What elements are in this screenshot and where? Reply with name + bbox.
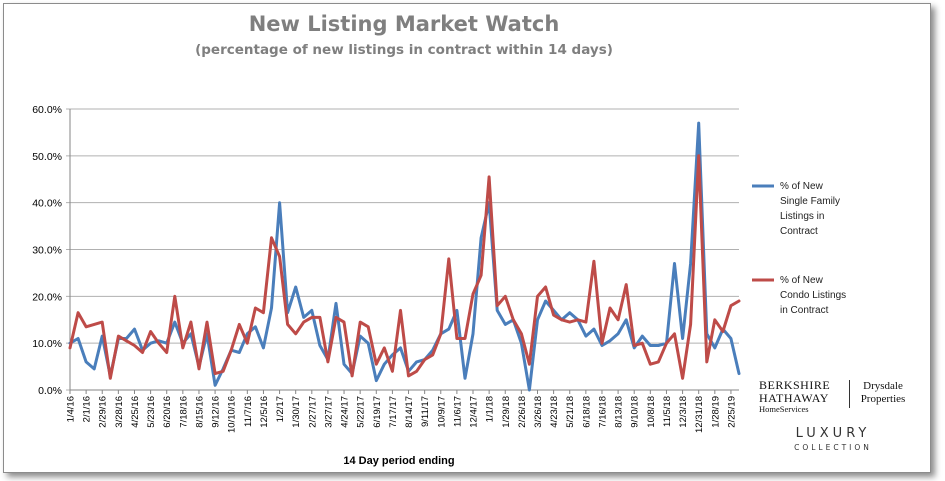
y-tick-label: 40.0%: [32, 198, 62, 210]
line-chart: 0.0% 10.0% 20.0% 30.0% 40.0% 50.0% 60.0% 1/4/1…: [32, 104, 846, 467]
series-line-2: [68, 154, 741, 380]
x-tick-label: 9/10/18: [630, 396, 641, 428]
y-tick-label: 0.0%: [38, 385, 62, 397]
legend-label-1: Single Family: [780, 196, 840, 207]
chart-title: New Listing Market Watch: [248, 12, 560, 36]
brand-line-1: BERKSHIRE: [759, 378, 831, 392]
x-tick-label: 12/3/18: [678, 396, 689, 428]
x-tick-label: 6/20/16: [162, 396, 173, 428]
x-tick-label: 12/5/16: [259, 396, 270, 428]
legend-label-2: in Contract: [780, 305, 829, 316]
brand-logo: BERKSHIRE HATHAWAY HomeServices Drysdale…: [753, 374, 913, 459]
x-tick-label: 7/16/18: [597, 396, 608, 428]
x-tick-label: 11/7/16: [243, 396, 254, 427]
brand-line-2: HATHAWAY: [759, 391, 829, 405]
x-tick-label: 4/24/17: [340, 396, 351, 428]
x-tick-label: 2/25/19: [726, 396, 737, 428]
agency-name: Drysdale Properties: [854, 380, 912, 406]
x-tick-label: 10/8/18: [646, 396, 657, 428]
legend-label-2: Condo Listings: [780, 290, 846, 301]
x-tick-label: 4/23/18: [549, 396, 560, 428]
y-tick-label: 60.0%: [32, 104, 62, 116]
y-tick-label: 20.0%: [32, 291, 62, 303]
x-tick-label: 3/26/18: [533, 396, 544, 428]
x-tick-label: 2/1/16: [82, 396, 93, 422]
x-tick-label: 8/13/18: [614, 396, 625, 428]
x-tick-label: 1/4/16: [66, 396, 77, 422]
x-tick-label: 9/11/17: [420, 396, 431, 427]
x-tick-label: 2/26/18: [517, 396, 528, 428]
y-tick-label: 30.0%: [32, 245, 62, 257]
x-axis-label: 14 Day period ending: [343, 455, 454, 467]
x-tick-label: 9/12/16: [211, 396, 222, 428]
x-tick-label: 3/28/16: [114, 396, 125, 428]
x-tick-label: 3/27/17: [323, 396, 334, 428]
legend-label-1: % of New: [780, 181, 824, 192]
x-tick-label: 1/28/19: [710, 396, 721, 428]
legend-label-2: % of New: [780, 275, 824, 286]
y-tick-label: 10.0%: [32, 338, 62, 350]
x-tick-label: 1/2/17: [275, 396, 286, 422]
chart-subtitle: (percentage of new listings in contract …: [195, 42, 613, 58]
y-tick-label: 50.0%: [32, 151, 62, 163]
agency-line-1: Drysdale: [863, 380, 903, 392]
x-tick-label: 10/10/16: [227, 396, 238, 433]
legend-label-1: Listings in: [780, 211, 824, 222]
x-tick-label: 4/25/16: [130, 396, 141, 428]
y-axis: 0.0% 10.0% 20.0% 30.0% 40.0% 50.0% 60.0%: [32, 104, 71, 397]
series-lines: [68, 121, 741, 392]
x-tick-label: 11/5/18: [662, 396, 673, 427]
agency-line-2: Properties: [860, 393, 906, 405]
x-tick-label: 7/17/17: [388, 396, 399, 428]
x-tick-label: 12/31/18: [694, 396, 705, 433]
brand-name: BERKSHIRE HATHAWAY: [759, 379, 830, 405]
x-tick-label: 1/30/17: [291, 396, 302, 428]
brand-subline: HomeServices: [759, 404, 809, 414]
x-axis: 1/4/16 2/1/16 2/29/16 3/28/16 4/25/16 5/23/16…: [66, 389, 739, 433]
x-tick-label: 6/18/18: [581, 396, 592, 428]
x-tick-label: 10/9/17: [436, 396, 447, 428]
x-tick-label: 1/29/18: [501, 396, 512, 428]
x-tick-label: 7/18/16: [178, 396, 189, 428]
x-tick-label: 5/22/17: [356, 396, 367, 428]
legend-label-1: Contract: [780, 226, 818, 237]
collection-subtitle: COLLECTION: [794, 443, 872, 452]
x-tick-label: 2/27/17: [307, 396, 318, 428]
logo-divider: [849, 380, 850, 408]
x-tick-label: 8/14/17: [404, 396, 415, 428]
x-tick-label: 6/19/17: [372, 396, 383, 428]
x-tick-label: 8/15/16: [194, 396, 205, 428]
x-tick-label: 2/29/16: [98, 396, 109, 428]
x-tick-label: 5/21/18: [565, 396, 576, 428]
legend: % of New Single Family Listings in Contract…: [752, 181, 846, 316]
x-tick-label: 1/1/18: [485, 396, 496, 422]
chart-frame: New Listing Market Watch (percentage of …: [3, 3, 931, 473]
collection-title: LUXURY: [795, 426, 871, 441]
x-tick-label: 11/6/17: [452, 396, 463, 427]
x-tick-label: 12/4/17: [469, 396, 480, 428]
x-tick-label: 5/23/16: [146, 396, 157, 428]
